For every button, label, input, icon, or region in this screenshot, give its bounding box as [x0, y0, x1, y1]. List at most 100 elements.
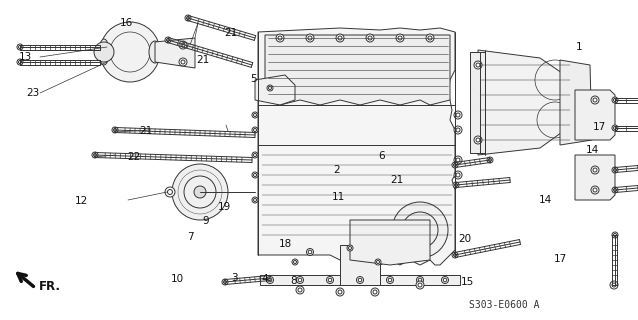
Text: 13: 13 [19, 52, 32, 62]
Circle shape [487, 157, 493, 163]
Polygon shape [560, 60, 592, 145]
Circle shape [179, 58, 187, 66]
Text: 18: 18 [279, 239, 292, 249]
Text: 8: 8 [290, 276, 297, 286]
Text: 21: 21 [197, 55, 209, 65]
Text: 6: 6 [378, 151, 385, 161]
Circle shape [179, 41, 187, 49]
Circle shape [454, 126, 462, 134]
Circle shape [100, 22, 160, 82]
Circle shape [252, 127, 258, 133]
Circle shape [452, 252, 458, 258]
Circle shape [612, 187, 618, 193]
Text: 1: 1 [576, 42, 582, 52]
Circle shape [336, 34, 344, 42]
Text: 12: 12 [75, 196, 88, 206]
Text: 20: 20 [458, 234, 471, 244]
Polygon shape [155, 38, 195, 68]
Circle shape [387, 276, 394, 284]
Circle shape [392, 202, 448, 258]
Text: 21: 21 [139, 125, 152, 136]
Circle shape [306, 34, 314, 42]
Circle shape [306, 249, 313, 255]
Text: 19: 19 [218, 202, 231, 212]
Circle shape [252, 172, 258, 178]
Circle shape [454, 156, 462, 164]
Polygon shape [258, 28, 455, 265]
Circle shape [441, 276, 449, 284]
Circle shape [357, 276, 364, 284]
Circle shape [292, 259, 298, 265]
Polygon shape [478, 50, 575, 155]
Polygon shape [265, 35, 450, 105]
Circle shape [591, 96, 599, 104]
Text: 17: 17 [554, 253, 567, 264]
Text: S303-E0600 A: S303-E0600 A [469, 300, 540, 310]
Text: 16: 16 [120, 18, 133, 28]
Circle shape [17, 44, 23, 50]
Circle shape [454, 171, 462, 179]
Polygon shape [470, 52, 485, 153]
Circle shape [591, 186, 599, 194]
Text: 23: 23 [27, 88, 40, 99]
Circle shape [612, 232, 618, 238]
Circle shape [185, 15, 191, 21]
Text: 17: 17 [593, 122, 606, 132]
Circle shape [252, 112, 258, 118]
Circle shape [252, 197, 258, 203]
Circle shape [347, 245, 353, 251]
Text: 15: 15 [461, 277, 473, 287]
Circle shape [276, 34, 284, 42]
Text: 9: 9 [202, 216, 209, 226]
Circle shape [375, 259, 381, 265]
Circle shape [452, 162, 458, 168]
Circle shape [474, 61, 482, 69]
Circle shape [454, 111, 462, 119]
Text: 22: 22 [128, 152, 140, 162]
Circle shape [327, 276, 334, 284]
Text: 3: 3 [232, 273, 238, 283]
Polygon shape [255, 75, 295, 105]
Text: 11: 11 [332, 192, 345, 202]
Circle shape [112, 127, 118, 133]
Text: FR.: FR. [39, 280, 61, 293]
Polygon shape [340, 245, 380, 285]
Circle shape [591, 166, 599, 174]
Circle shape [17, 59, 23, 65]
Circle shape [371, 288, 379, 296]
Circle shape [366, 34, 374, 42]
Polygon shape [575, 155, 615, 200]
Circle shape [612, 125, 618, 131]
Circle shape [296, 286, 304, 294]
Circle shape [267, 85, 273, 91]
Polygon shape [260, 275, 460, 285]
Polygon shape [575, 90, 615, 140]
Text: 7: 7 [187, 232, 193, 242]
Circle shape [417, 276, 424, 284]
Polygon shape [350, 220, 430, 265]
Circle shape [612, 167, 618, 173]
Text: 5: 5 [251, 74, 257, 84]
Ellipse shape [99, 39, 109, 65]
Circle shape [610, 281, 618, 289]
Circle shape [165, 37, 171, 43]
Circle shape [416, 281, 424, 289]
Text: 14: 14 [586, 145, 598, 155]
Circle shape [336, 288, 344, 296]
Text: 10: 10 [171, 274, 184, 284]
Circle shape [165, 187, 175, 197]
Text: 14: 14 [539, 195, 552, 205]
Circle shape [426, 34, 434, 42]
Circle shape [453, 182, 459, 188]
Circle shape [222, 279, 228, 285]
Circle shape [396, 34, 404, 42]
Text: 4: 4 [262, 274, 268, 284]
Circle shape [612, 97, 618, 103]
Circle shape [172, 164, 228, 220]
Circle shape [267, 276, 274, 284]
Circle shape [474, 136, 482, 144]
Circle shape [194, 186, 206, 198]
Text: 2: 2 [334, 164, 340, 175]
Text: 21: 21 [225, 28, 237, 38]
Circle shape [252, 152, 258, 158]
